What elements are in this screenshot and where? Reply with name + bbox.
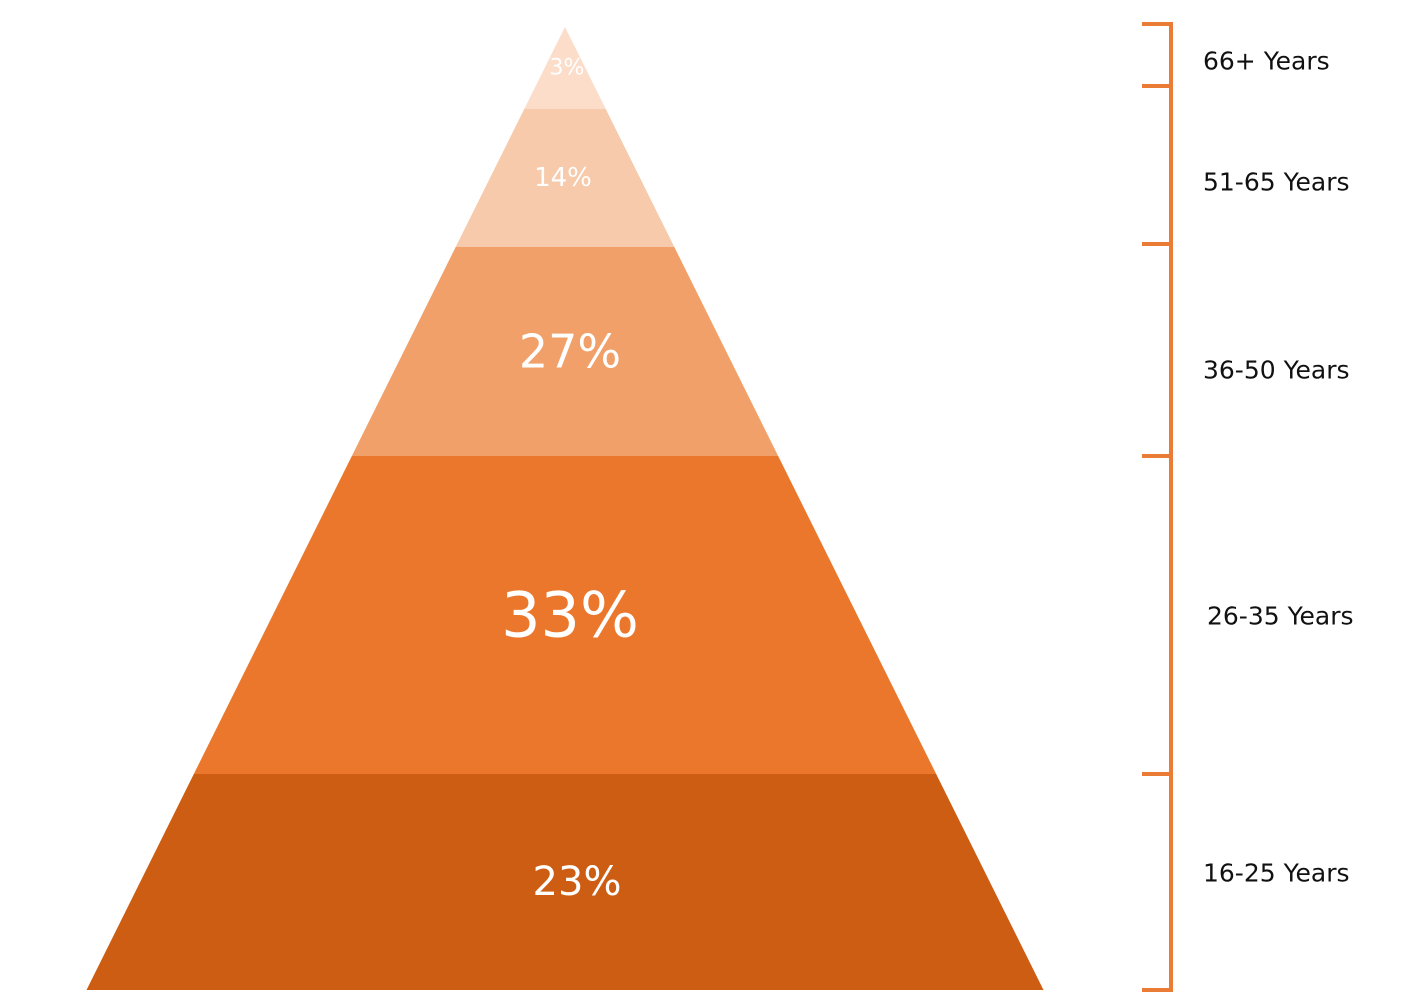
segment-value-label: 23% bbox=[533, 859, 622, 905]
age-group-label: 51-65 Years bbox=[1203, 168, 1350, 197]
segment-value-label: 14% bbox=[534, 163, 592, 193]
segment-value-label: 3% bbox=[550, 56, 585, 81]
segment-value-label: 33% bbox=[501, 579, 639, 652]
age-group-label: 66+ Years bbox=[1203, 47, 1330, 76]
age-group-label: 36-50 Years bbox=[1203, 356, 1350, 385]
age-group-label: 26-35 Years bbox=[1207, 602, 1354, 631]
age-group-label: 16-25 Years bbox=[1203, 859, 1350, 888]
segment-value-label: 27% bbox=[519, 325, 621, 379]
